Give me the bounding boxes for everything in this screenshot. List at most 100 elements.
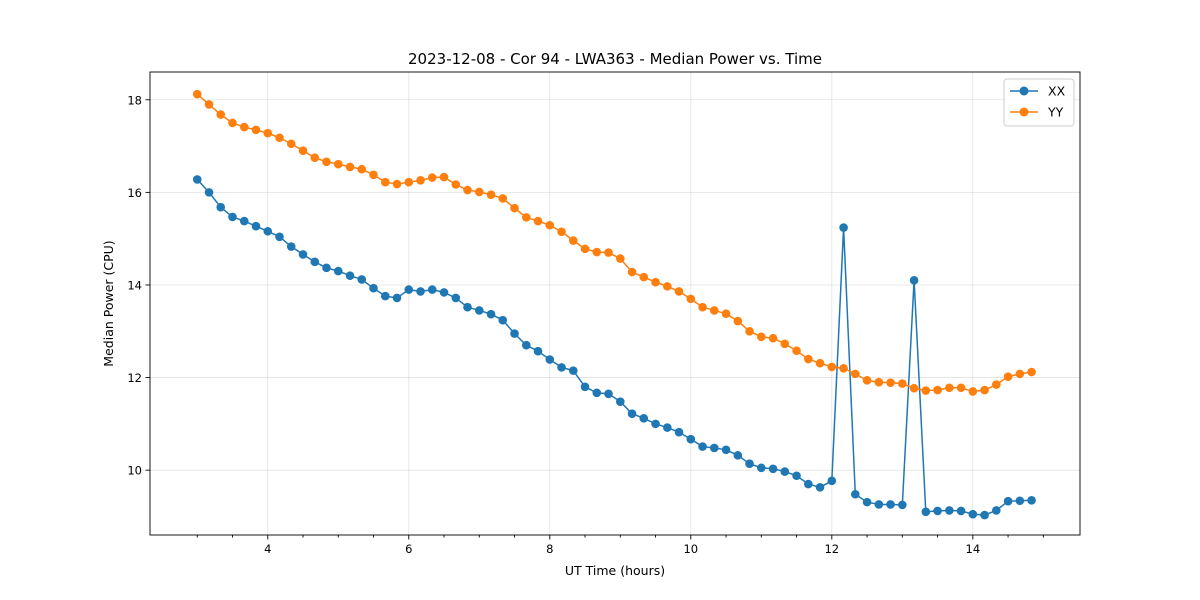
- data-point-xx: [733, 451, 743, 460]
- data-point-yy: [792, 346, 801, 356]
- data-point-yy: [709, 306, 719, 315]
- data-point-xx: [263, 226, 273, 236]
- data-point-yy: [698, 302, 707, 312]
- data-point-yy: [557, 227, 566, 237]
- data-point-xx: [886, 500, 895, 509]
- data-point-yy: [721, 309, 731, 318]
- data-point-xx: [968, 509, 978, 519]
- data-point-xx: [275, 232, 284, 242]
- data-point-yy: [980, 385, 989, 395]
- data-point-yy: [968, 387, 978, 396]
- data-point-xx: [192, 175, 202, 184]
- data-point-xx: [486, 309, 496, 319]
- data-point-yy: [545, 220, 555, 230]
- data-point-xx: [992, 506, 1001, 515]
- data-point-xx: [757, 463, 766, 473]
- data-point-xx: [545, 355, 555, 364]
- data-point-yy: [369, 170, 378, 180]
- data-point-yy: [333, 159, 343, 169]
- data-point-yy: [945, 383, 954, 393]
- data-point-yy: [886, 378, 895, 387]
- x-tick-label: 12: [824, 542, 839, 556]
- data-point-xx: [451, 293, 461, 303]
- data-point-yy: [733, 316, 743, 326]
- data-point-yy: [592, 247, 602, 257]
- data-point-xx: [780, 467, 790, 476]
- data-point-yy: [322, 157, 331, 167]
- data-point-yy: [921, 386, 931, 395]
- data-point-yy: [239, 122, 249, 132]
- data-point-yy: [275, 133, 284, 143]
- data-point-yy: [427, 173, 437, 182]
- data-point-yy: [956, 383, 966, 393]
- y-tick-label: 14: [127, 278, 142, 292]
- data-point-yy: [686, 294, 696, 304]
- grid: [150, 72, 1080, 535]
- data-point-xx: [909, 276, 919, 285]
- data-point-xx: [533, 346, 543, 356]
- x-axis-label: UT Time (hours): [565, 563, 665, 578]
- data-point-xx: [498, 315, 508, 325]
- data-point-xx: [862, 497, 872, 507]
- data-point-yy: [827, 362, 837, 372]
- data-point-yy: [745, 326, 754, 336]
- data-point-xx: [592, 388, 602, 398]
- data-point-yy: [780, 339, 790, 349]
- legend-marker-xx: [1019, 86, 1029, 96]
- data-point-yy: [862, 376, 872, 385]
- data-point-yy: [463, 185, 472, 195]
- series-yy: [192, 89, 1036, 396]
- data-point-xx: [1027, 495, 1036, 505]
- data-point-yy: [192, 89, 202, 99]
- data-point-yy: [228, 118, 237, 128]
- data-point-xx: [510, 329, 519, 338]
- data-point-xx: [568, 366, 578, 375]
- data-point-xx: [557, 363, 566, 372]
- data-point-xx: [604, 389, 613, 399]
- data-point-xx: [522, 340, 531, 350]
- data-point-xx: [251, 221, 261, 231]
- data-point-xx: [474, 306, 484, 315]
- y-tick-label: 12: [127, 371, 142, 385]
- data-point-xx: [721, 445, 731, 455]
- data-point-yy: [286, 139, 296, 149]
- data-point-xx: [204, 188, 214, 197]
- data-point-yy: [839, 364, 848, 373]
- data-point-xx: [239, 216, 249, 226]
- data-point-xx: [216, 202, 226, 212]
- data-point-xx: [874, 500, 884, 509]
- data-point-yy: [757, 332, 766, 342]
- data-point-xx: [298, 250, 308, 259]
- y-tick-label: 18: [127, 93, 142, 107]
- data-point-xx: [674, 427, 684, 437]
- data-point-xx: [850, 489, 860, 499]
- data-point-xx: [463, 302, 472, 312]
- legend: XX YY: [1003, 78, 1075, 127]
- data-point-xx: [1003, 496, 1013, 506]
- data-point-yy: [533, 216, 543, 226]
- data-point-xx: [792, 471, 801, 481]
- data-point-yy: [604, 248, 613, 257]
- data-point-xx: [663, 423, 672, 432]
- legend-marker-yy: [1019, 107, 1029, 117]
- data-point-xx: [392, 293, 402, 303]
- data-point-yy: [651, 277, 660, 287]
- data-point-xx: [439, 288, 449, 297]
- data-point-yy: [310, 153, 320, 162]
- data-point-xx: [651, 419, 660, 429]
- data-point-yy: [486, 190, 496, 199]
- data-point-yy: [345, 162, 355, 172]
- data-point-yy: [580, 244, 590, 254]
- data-point-yy: [909, 383, 919, 393]
- data-point-yy: [663, 282, 672, 291]
- data-point-yy: [1003, 372, 1013, 381]
- data-point-yy: [815, 358, 825, 368]
- x-tick-label: 4: [264, 542, 271, 556]
- data-point-yy: [850, 369, 860, 379]
- data-point-xx: [580, 382, 590, 392]
- data-point-yy: [615, 254, 625, 263]
- x-tick-label: 10: [683, 542, 698, 556]
- x-tick-label: 8: [546, 542, 553, 556]
- data-point-xx: [945, 506, 954, 515]
